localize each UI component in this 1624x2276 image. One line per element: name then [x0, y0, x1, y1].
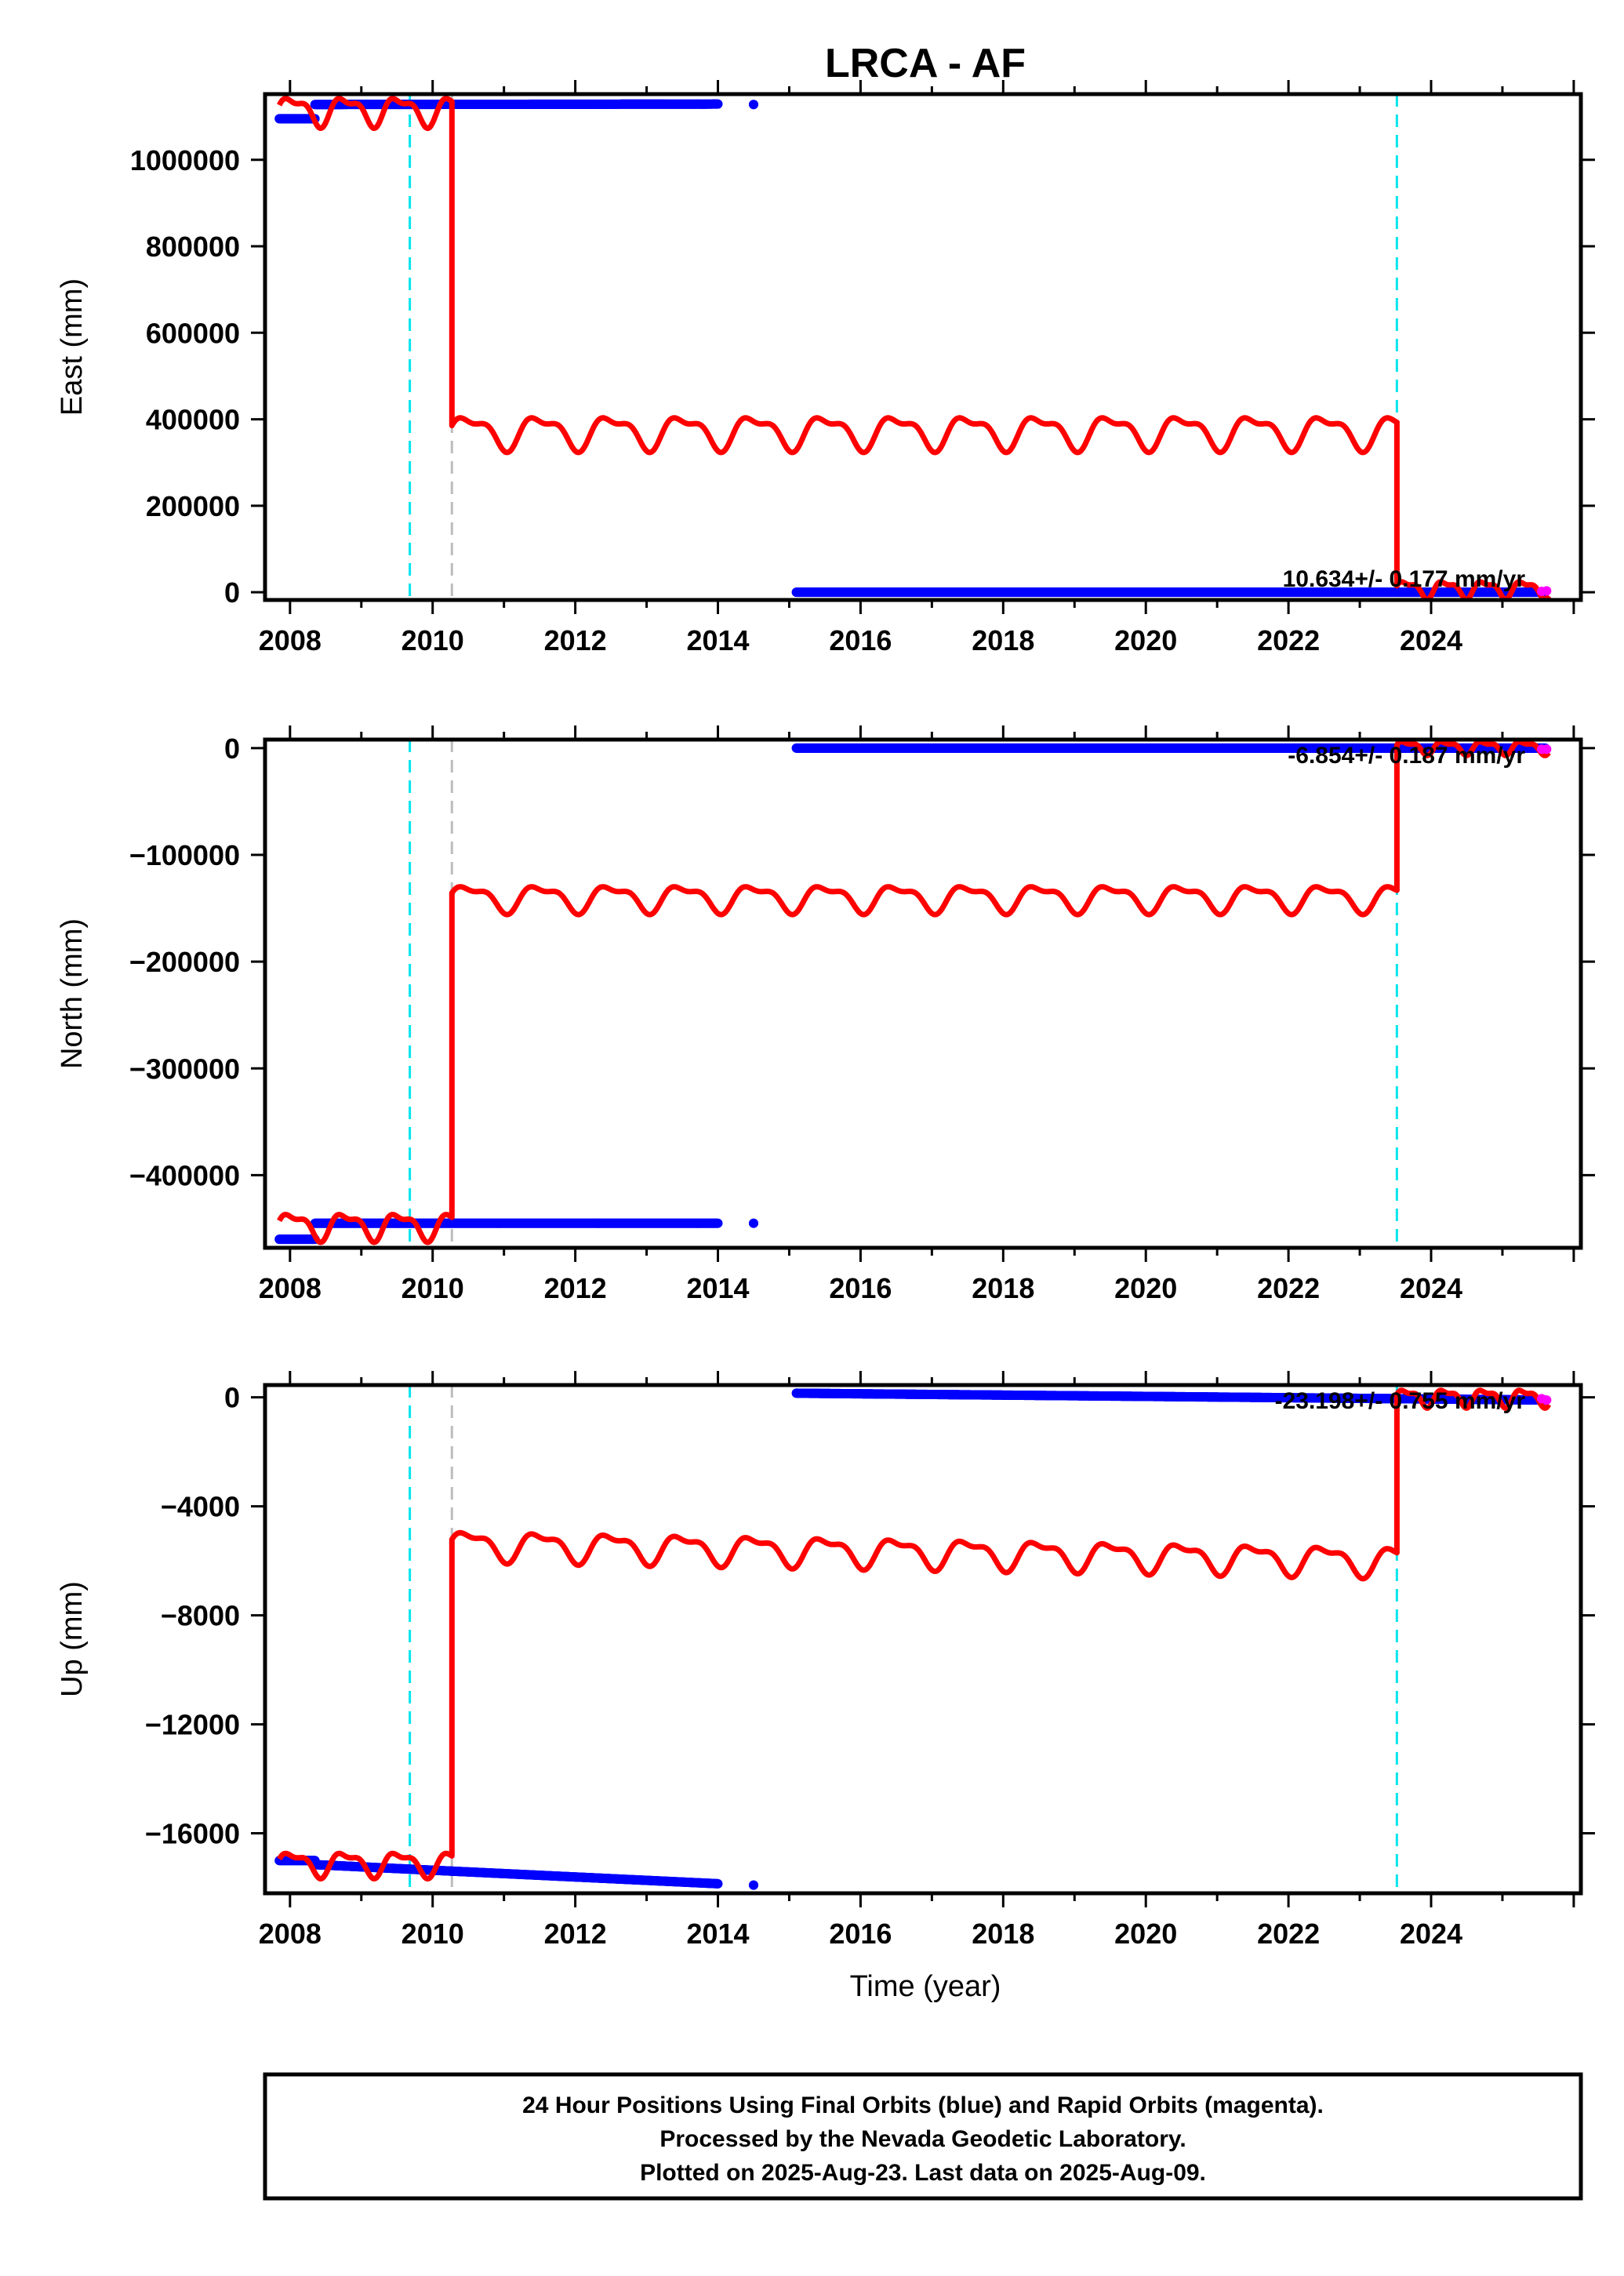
final-orbit-point	[748, 1880, 758, 1890]
x-tick-label: 2012	[544, 1272, 607, 1304]
x-tick-label: 2020	[1114, 1272, 1177, 1304]
x-tick-label: 2016	[829, 1272, 892, 1304]
x-tick-label: 2022	[1257, 1272, 1320, 1304]
east-panel: 2008 2010 2012 2014 2016 2018 2020 2022 2024 0 200…	[56, 80, 1595, 656]
plot-frame	[263, 737, 1583, 1250]
x-tick-label: 2010	[401, 624, 464, 656]
x-tick-label: 2010	[401, 1272, 464, 1304]
y-tick-label: 800000	[146, 231, 240, 263]
plot-area	[274, 94, 1552, 600]
model-fit-line	[277, 96, 1552, 600]
x-tick-label: 2024	[1400, 624, 1462, 656]
y-tick-label: 0	[224, 576, 240, 609]
y-tick-label: 200000	[146, 490, 240, 522]
final-orbit-point	[748, 1218, 758, 1228]
velocity-label: 10.634+/- 0.177 mm/yr	[1283, 566, 1526, 592]
x-tick-label: 2014	[686, 1272, 749, 1304]
final-orbit-point	[713, 1878, 723, 1889]
x-tick-label: 2008	[259, 1272, 322, 1304]
x-tick-label: 2024	[1400, 1272, 1462, 1304]
x-tick-label: 2012	[544, 624, 607, 656]
y-axis-label: East (mm)	[56, 278, 89, 416]
x-tick-label: 2016	[829, 624, 892, 656]
up-panel: 2008 2010 2012 2014 2016 2018 2020 2022 20240−40…	[56, 1371, 1595, 1950]
final-orbit-point	[748, 100, 758, 110]
final-orbit-point	[713, 99, 723, 109]
y-tick-label: 400000	[146, 404, 240, 436]
y-axis-label: North (mm)	[56, 918, 89, 1069]
rapid-orbit-point	[1542, 586, 1552, 596]
plot-area	[274, 740, 1552, 1248]
x-tick-label: 2014	[686, 624, 749, 656]
x-tick-label: 2018	[972, 624, 1034, 656]
chart-title: LRCA - AF	[825, 41, 1026, 86]
x-tick-label: 2018	[972, 1272, 1034, 1304]
x-tick-label: 2022	[1257, 624, 1320, 656]
x-tick-label: 2008	[259, 624, 322, 656]
final-orbit-point	[713, 1218, 723, 1228]
y-tick-label: −200000	[129, 946, 240, 978]
y-tick-label: −300000	[129, 1053, 240, 1085]
model-fit-line	[277, 740, 1551, 1245]
velocity-label: -6.854+/- 0.187 mm/yr	[1288, 743, 1525, 769]
y-tick-label: 600000	[146, 317, 240, 349]
y-tick-label: −400000	[129, 1159, 240, 1191]
plot-frame	[263, 92, 1583, 602]
y-tick-label: 0	[224, 733, 240, 765]
x-tick-label: 2020	[1114, 624, 1177, 656]
rapid-orbit-point	[1542, 744, 1552, 754]
y-tick-label: −100000	[129, 839, 240, 871]
north-panel: 2008 2010 2012 2014 2016 2018 2020 2022 2024 0 −10…	[56, 725, 1595, 1304]
plot-area	[274, 1385, 1552, 1893]
y-tick-label: 1000000	[130, 144, 240, 176]
